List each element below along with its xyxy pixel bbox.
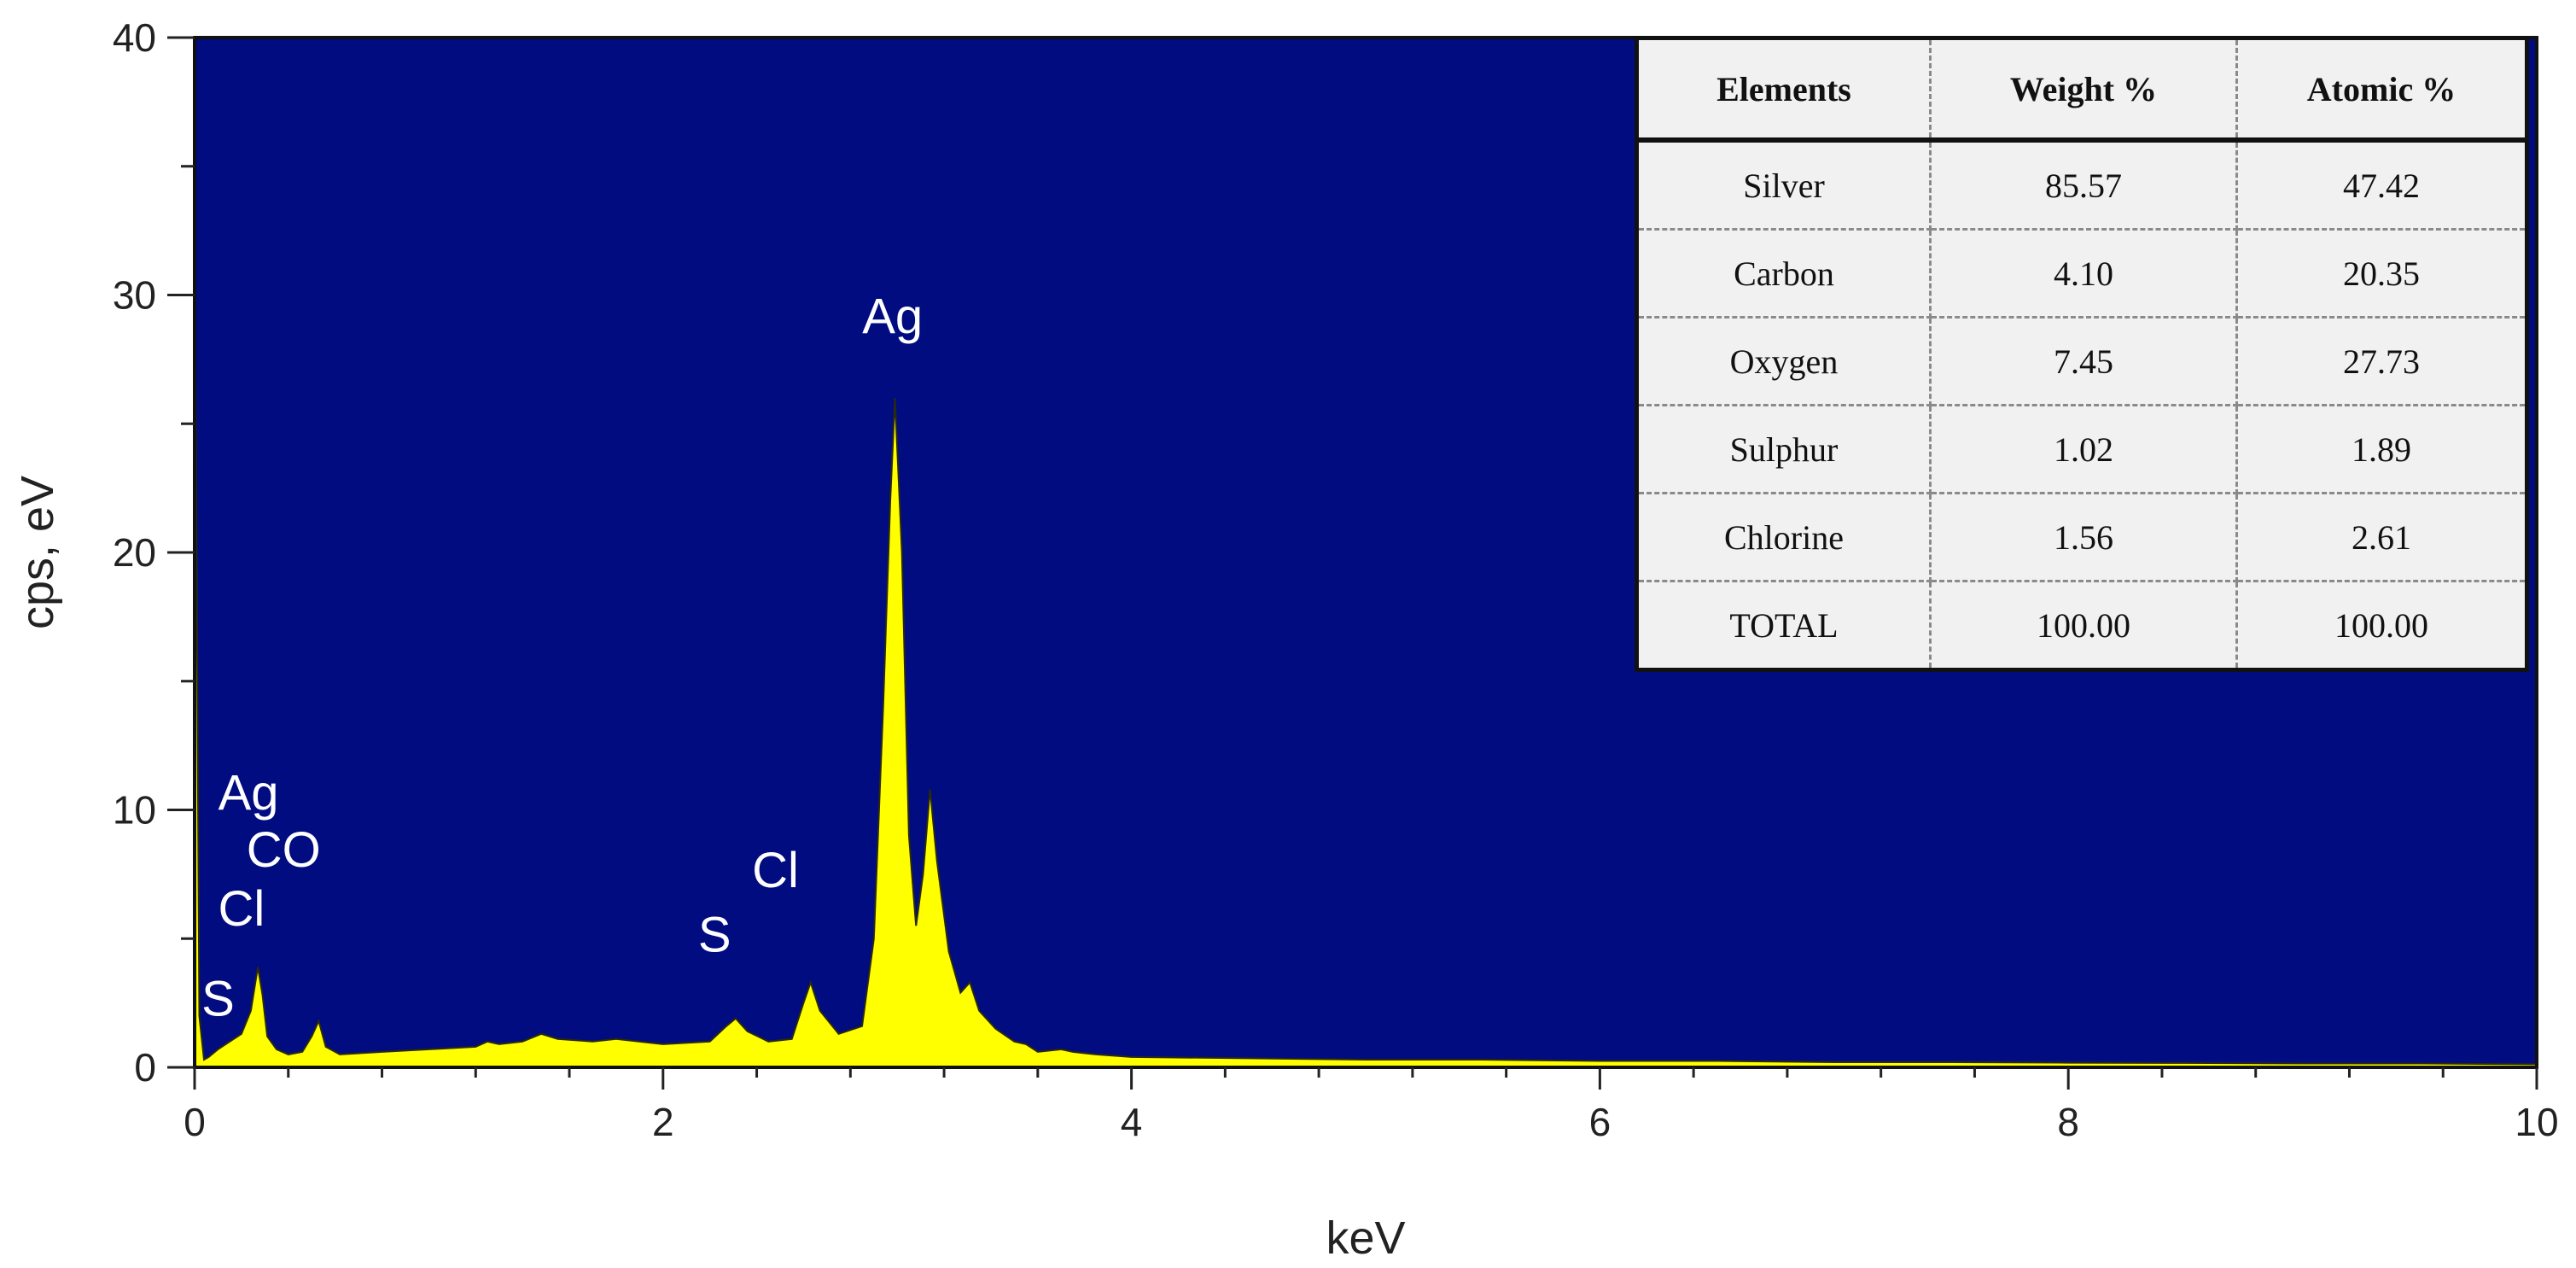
element-name: Carbon xyxy=(1636,228,1932,318)
element-name: Chlorine xyxy=(1636,492,1932,582)
header-atomic: Atomic % xyxy=(2235,38,2527,143)
peak-label: Cl xyxy=(752,843,799,898)
x-tick-label: 6 xyxy=(1589,1100,1611,1144)
peak-label: Ag xyxy=(219,766,279,821)
weight-percent: 100.00 xyxy=(1929,580,2238,670)
table-row: Silver 85.57 47.42 xyxy=(1636,138,2527,231)
table-row: Sulphur 1.02 1.89 xyxy=(1636,404,2527,494)
atomic-percent: 20.35 xyxy=(2235,228,2527,318)
atomic-percent: 1.89 xyxy=(2235,404,2527,494)
element-name: Sulphur xyxy=(1636,404,1932,494)
element-name: Silver xyxy=(1636,138,1932,231)
x-tick-label: 8 xyxy=(2057,1100,2079,1144)
weight-percent: 7.45 xyxy=(1929,316,2238,406)
y-tick-label: 30 xyxy=(113,273,156,318)
weight-percent: 1.02 xyxy=(1929,404,2238,494)
table-row: Chlorine 1.56 2.61 xyxy=(1636,492,2527,582)
atomic-percent: 100.00 xyxy=(2235,580,2527,670)
peak-label: Cl xyxy=(218,881,265,937)
table-row-total: TOTAL 100.00 100.00 xyxy=(1636,580,2527,670)
x-axis-title: keV xyxy=(1326,1212,1405,1264)
y-tick-label: 10 xyxy=(113,788,156,833)
atomic-percent: 2.61 xyxy=(2235,492,2527,582)
y-axis: 0 10 20 30 40 xyxy=(113,15,195,1090)
x-tick-label: 0 xyxy=(184,1100,206,1144)
y-tick-label: 0 xyxy=(134,1045,156,1090)
weight-percent: 4.10 xyxy=(1929,228,2238,318)
table-row: Oxygen 7.45 27.73 xyxy=(1636,316,2527,406)
element-name: TOTAL xyxy=(1636,580,1932,670)
weight-percent: 85.57 xyxy=(1929,138,2238,231)
peak-label: Ag xyxy=(862,289,923,345)
weight-percent: 1.56 xyxy=(1929,492,2238,582)
table-header-row: Elements Weight % Atomic % xyxy=(1636,38,2527,143)
x-tick-label: 10 xyxy=(2515,1100,2558,1144)
header-weight: Weight % xyxy=(1929,38,2238,143)
elemental-composition-table: Elements Weight % Atomic % Silver 85.57 … xyxy=(1635,36,2529,672)
peak-label: CO xyxy=(247,822,321,878)
element-name: Oxygen xyxy=(1636,316,1932,406)
y-tick-label: 40 xyxy=(113,15,156,60)
y-tick-label: 20 xyxy=(113,530,156,575)
peak-label: S xyxy=(698,907,731,962)
x-axis: 0 2 4 6 8 10 xyxy=(184,1067,2559,1144)
peak-label: S xyxy=(201,972,235,1027)
y-axis-title: cps, eV xyxy=(12,476,63,629)
x-tick-label: 4 xyxy=(1121,1100,1143,1144)
header-elements: Elements xyxy=(1636,38,1932,143)
atomic-percent: 27.73 xyxy=(2235,316,2527,406)
spectrum-area xyxy=(194,231,2538,1068)
x-tick-label: 2 xyxy=(652,1100,674,1144)
table-row: Carbon 4.10 20.35 xyxy=(1636,228,2527,318)
atomic-percent: 47.42 xyxy=(2235,138,2527,231)
